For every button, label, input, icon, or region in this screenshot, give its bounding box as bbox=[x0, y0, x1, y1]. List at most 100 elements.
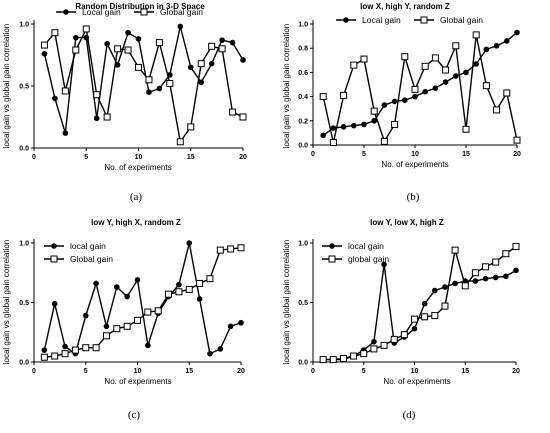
y-tick-label: 0.2 bbox=[298, 118, 308, 125]
data-point bbox=[239, 113, 247, 121]
x-tick-label: 0 bbox=[32, 368, 36, 375]
legend-entry: global gain bbox=[322, 254, 389, 264]
data-point bbox=[145, 342, 151, 349]
data-point bbox=[71, 346, 79, 354]
data-point bbox=[390, 335, 398, 343]
x-tick-label: 15 bbox=[461, 368, 469, 375]
legend-marker bbox=[328, 255, 336, 263]
data-point bbox=[319, 356, 327, 364]
legend-label: Local gain bbox=[362, 15, 401, 25]
x-tick-label: 20 bbox=[237, 368, 245, 375]
data-point bbox=[229, 39, 236, 46]
data-point bbox=[350, 61, 358, 69]
data-point bbox=[330, 125, 337, 131]
series-local-gain bbox=[320, 29, 520, 139]
data-point bbox=[380, 137, 388, 145]
data-point bbox=[145, 76, 153, 84]
legend-label: Global gain bbox=[160, 7, 203, 17]
data-point bbox=[82, 25, 90, 33]
panel-d: low Y, low X, high Z 0 5 10 15 20 0.0 0.5 1.0 No.… bbox=[282, 218, 520, 421]
data-point bbox=[207, 350, 213, 357]
x-tick-label: 10 bbox=[411, 368, 419, 375]
data-point bbox=[93, 115, 100, 122]
legend-entry: Global gain bbox=[44, 254, 113, 264]
legend-marker bbox=[420, 16, 428, 24]
legend-marker bbox=[51, 243, 57, 249]
data-point bbox=[463, 69, 469, 76]
data-point bbox=[339, 354, 347, 362]
data-point bbox=[421, 62, 429, 70]
legend-label: global gain bbox=[348, 254, 389, 264]
data-point bbox=[229, 108, 237, 116]
x-tick-label: 15 bbox=[462, 151, 470, 158]
data-point bbox=[360, 350, 368, 358]
x-tick-label: 0 bbox=[32, 154, 36, 161]
legend-label: local gain bbox=[70, 241, 106, 251]
x-axis-label: No. of experiments bbox=[381, 160, 448, 169]
data-point bbox=[391, 98, 398, 105]
y-tick-label: 0.0 bbox=[19, 360, 29, 367]
data-point bbox=[82, 344, 90, 352]
x-tick-label: 5 bbox=[362, 368, 366, 375]
x-tick-label: 0 bbox=[311, 368, 315, 375]
data-point bbox=[144, 308, 152, 316]
data-point bbox=[240, 57, 246, 63]
data-point bbox=[370, 107, 378, 115]
legend-marker bbox=[63, 9, 69, 15]
data-point bbox=[114, 284, 120, 290]
x-tick-label: 20 bbox=[239, 154, 247, 161]
data-point bbox=[237, 244, 245, 252]
data-point bbox=[503, 89, 511, 97]
data-point bbox=[197, 60, 205, 68]
panel-title: Random Distribution in 3-D Space bbox=[75, 2, 205, 11]
data-point bbox=[146, 89, 152, 95]
data-point bbox=[208, 60, 215, 67]
y-tick-label: 0.0 bbox=[298, 360, 308, 367]
data-point bbox=[381, 261, 387, 268]
data-point bbox=[442, 284, 448, 290]
data-point bbox=[513, 267, 519, 274]
y-tick-label: 0.5 bbox=[298, 300, 308, 307]
data-point bbox=[103, 323, 110, 330]
data-point bbox=[114, 45, 122, 53]
data-point bbox=[452, 42, 460, 50]
legend-label: Global gain bbox=[70, 254, 113, 264]
legend-label: local gain bbox=[348, 241, 384, 251]
data-point bbox=[155, 39, 163, 47]
x-tick-label: 10 bbox=[134, 368, 142, 375]
y-tick-label: 1.0 bbox=[298, 241, 308, 248]
data-point bbox=[185, 285, 193, 293]
data-point bbox=[114, 62, 121, 68]
legend-marker bbox=[140, 8, 148, 16]
data-point bbox=[216, 246, 224, 254]
data-point bbox=[411, 325, 418, 332]
data-point bbox=[93, 91, 101, 99]
data-point bbox=[371, 338, 377, 345]
data-point bbox=[175, 288, 183, 296]
y-tick-label: 0.0 bbox=[19, 146, 29, 153]
x-axis-label: No. of experiments bbox=[383, 377, 450, 386]
y-tick-label: 1.0 bbox=[19, 22, 29, 29]
data-point bbox=[73, 34, 79, 41]
data-point bbox=[502, 250, 510, 258]
data-point bbox=[381, 102, 388, 108]
data-point bbox=[176, 281, 182, 288]
data-point bbox=[40, 353, 48, 361]
data-point bbox=[217, 346, 224, 352]
x-tick-label: 10 bbox=[135, 154, 143, 161]
legend-entry: Global gain bbox=[414, 15, 483, 25]
data-point bbox=[186, 240, 193, 246]
data-point bbox=[41, 50, 48, 57]
data-point bbox=[206, 275, 214, 283]
legend-marker bbox=[343, 17, 349, 23]
y-axis-label: local gain vs global gain correlation bbox=[2, 24, 11, 149]
x-tick-label: 5 bbox=[362, 151, 366, 158]
data-point bbox=[461, 282, 469, 290]
data-point bbox=[52, 95, 58, 102]
panel-b: low X, high Y, random Z 0 5 10 15 20 0.0 0.2 0.4… bbox=[282, 2, 521, 203]
series-local-gain bbox=[320, 261, 519, 363]
legend-entry: Local gain bbox=[56, 7, 121, 17]
data-point bbox=[198, 79, 204, 86]
x-axis-label: No. of experiments bbox=[104, 377, 171, 386]
data-point bbox=[103, 113, 111, 121]
